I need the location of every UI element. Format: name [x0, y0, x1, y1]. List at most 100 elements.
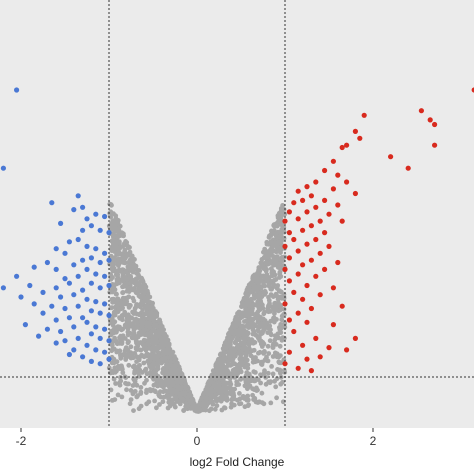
- x-tick-label: 2: [370, 434, 377, 448]
- down-point: [14, 273, 20, 279]
- up-point: [335, 259, 341, 266]
- ns-point: [132, 366, 138, 372]
- ns-point: [135, 393, 141, 399]
- up-point: [361, 112, 367, 118]
- ns-point: [111, 309, 117, 315]
- ns-point: [127, 314, 133, 320]
- ns-point: [145, 352, 151, 357]
- down-point: [27, 282, 33, 289]
- up-point: [339, 218, 345, 224]
- up-point: [357, 135, 363, 141]
- ns-point: [241, 295, 247, 301]
- up-point: [291, 289, 297, 295]
- up-point: [330, 186, 336, 192]
- ns-point: [280, 379, 285, 385]
- down-point: [31, 301, 37, 307]
- ns-point: [128, 397, 134, 402]
- up-point: [291, 328, 297, 335]
- down-point: [80, 354, 86, 360]
- ns-point: [175, 391, 181, 396]
- ns-point: [256, 307, 262, 312]
- ns-point: [127, 303, 132, 309]
- ns-point: [269, 273, 275, 279]
- ns-point: [240, 346, 246, 352]
- up-point: [304, 356, 310, 362]
- down-point: [58, 294, 64, 300]
- up-point: [295, 365, 301, 371]
- ns-point: [130, 335, 135, 341]
- ns-point: [134, 359, 140, 364]
- down-point: [97, 361, 103, 367]
- ns-point: [139, 352, 145, 358]
- down-point: [66, 280, 72, 286]
- ns-point: [140, 284, 146, 289]
- down-point: [62, 338, 68, 344]
- ns-point: [269, 364, 274, 369]
- ns-point: [254, 311, 260, 316]
- up-point: [344, 347, 350, 353]
- ns-point: [244, 370, 250, 375]
- ns-point: [276, 335, 281, 341]
- down-point: [84, 296, 90, 302]
- ns-point: [127, 401, 133, 407]
- ns-point: [114, 281, 120, 287]
- ns-point: [257, 349, 263, 355]
- ns-point: [263, 274, 269, 280]
- down-point: [71, 324, 77, 330]
- ns-point: [159, 341, 165, 346]
- ns-point: [123, 375, 129, 380]
- up-point: [308, 305, 314, 312]
- down-point: [88, 331, 94, 337]
- ns-point: [157, 389, 163, 395]
- ns-point: [122, 247, 128, 253]
- ns-point: [241, 336, 247, 341]
- up-point: [282, 266, 288, 272]
- down-point: [75, 193, 81, 199]
- ns-point: [150, 341, 156, 347]
- down-point: [106, 356, 112, 362]
- ns-point: [265, 370, 271, 376]
- up-point: [286, 317, 292, 323]
- ns-point: [111, 283, 117, 289]
- ns-point: [275, 283, 281, 288]
- ns-point: [276, 210, 282, 216]
- ns-point: [245, 380, 251, 386]
- ns-point: [221, 380, 227, 386]
- ns-point: [277, 265, 283, 271]
- ns-point: [111, 225, 117, 231]
- ns-point: [240, 327, 246, 333]
- up-point: [344, 142, 350, 148]
- ns-point: [271, 305, 277, 311]
- ns-point: [143, 327, 149, 333]
- ns-point: [119, 394, 125, 400]
- up-point: [326, 211, 332, 217]
- down-point: [93, 271, 99, 277]
- ns-point: [243, 352, 249, 357]
- ns-point: [144, 295, 149, 300]
- ns-point: [245, 384, 251, 390]
- ns-point: [108, 387, 114, 393]
- ns-point: [267, 260, 273, 266]
- ns-point: [272, 337, 278, 343]
- up-point: [427, 117, 433, 123]
- ns-point: [160, 351, 166, 357]
- up-point: [300, 262, 306, 268]
- up-point: [432, 121, 438, 128]
- ns-point: [139, 277, 145, 283]
- ns-point: [259, 400, 265, 405]
- ns-point: [272, 378, 277, 384]
- ns-point: [247, 302, 253, 307]
- ns-point: [117, 348, 123, 354]
- ns-point: [225, 362, 231, 367]
- ns-point: [276, 261, 282, 267]
- ns-point: [240, 313, 246, 319]
- ns-point: [149, 304, 155, 309]
- ns-point: [134, 302, 139, 308]
- down-point: [31, 264, 37, 270]
- down-point: [106, 312, 112, 318]
- ns-point: [115, 260, 121, 265]
- ns-point: [264, 241, 270, 247]
- ns-point: [126, 251, 132, 257]
- ns-point: [239, 362, 244, 368]
- ns-point: [130, 309, 136, 315]
